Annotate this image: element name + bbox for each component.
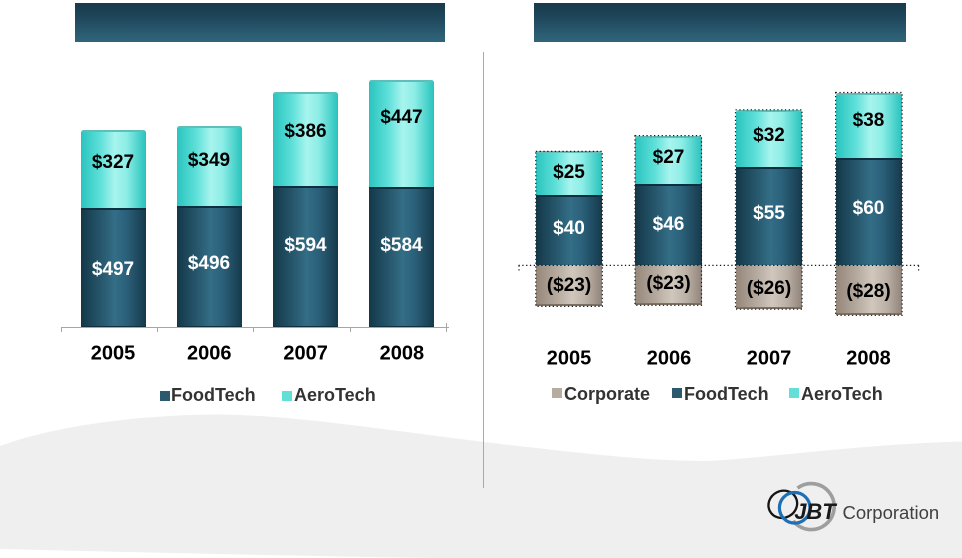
svg-text:JBT: JBT [794,499,837,524]
svg-text:Corporation: Corporation [843,502,940,523]
